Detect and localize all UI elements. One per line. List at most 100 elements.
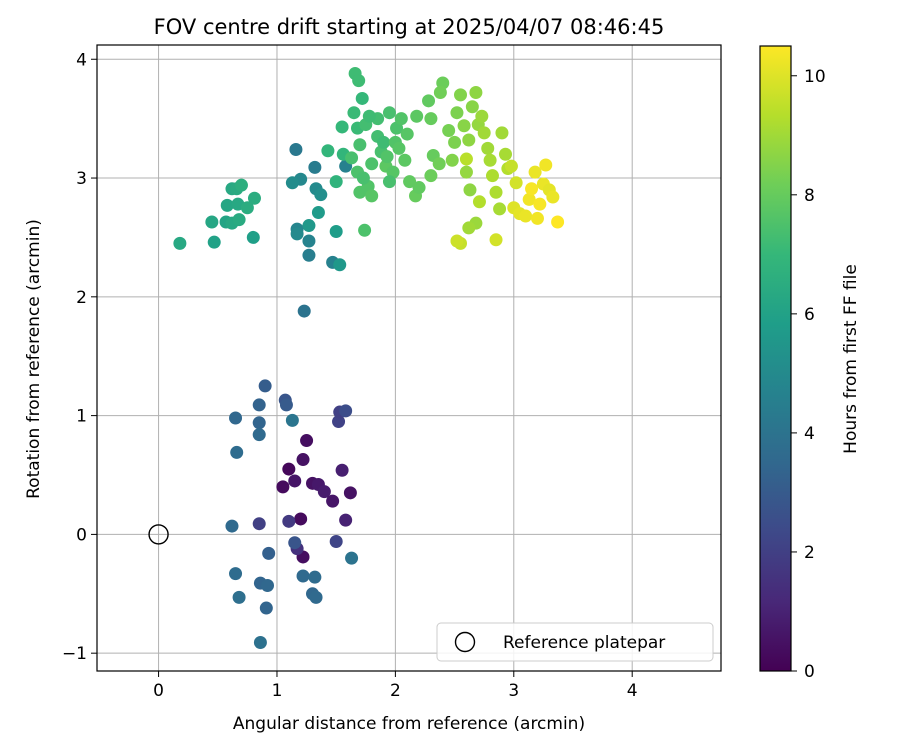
data-point [356,171,370,185]
data-point [290,227,304,241]
x-tick-label: 2 [390,681,401,701]
data-point [230,445,244,459]
data-point [308,160,322,174]
colorbar-tick-label: 8 [804,186,815,206]
data-point [462,133,476,147]
data-point [358,223,372,237]
data-point [329,224,343,238]
data-point [339,404,353,418]
y-tick-label: 4 [76,50,87,70]
data-point [410,109,424,123]
data-point [412,181,426,195]
data-point [314,188,328,202]
colorbar-tick-label: 4 [804,424,815,444]
x-tick-label: 3 [508,681,519,701]
x-tick-label: 0 [153,681,164,701]
data-point [519,209,533,223]
data-point [533,197,547,211]
data-points [173,67,565,649]
data-point [302,234,316,248]
data-point [261,578,275,592]
data-point [454,88,468,102]
data-point [377,135,391,149]
data-point [504,159,518,173]
data-point [282,514,296,528]
data-point [457,119,471,133]
data-point [309,590,323,604]
data-point [332,415,346,429]
data-point [365,157,379,171]
data-point [300,434,314,448]
data-point [422,94,436,108]
colorbar-ticks: 0 2 4 6 8 10 [791,67,826,682]
data-point [445,153,459,167]
data-point [247,191,261,205]
y-axis-label: Rotation from reference (arcmin) [24,219,44,499]
data-point [394,112,408,126]
colorbar-tick-label: 6 [804,305,815,325]
data-point [317,485,331,499]
data-point [252,398,266,412]
data-point [382,175,396,189]
data-point [365,189,379,203]
data-point [403,175,417,189]
data-point [493,202,507,216]
data-point [525,182,539,196]
legend-marker-icon [454,631,476,653]
data-point [205,215,219,229]
colorbar-tick-label: 2 [804,543,815,563]
data-point [477,126,491,140]
data-point [321,144,335,158]
data-point [489,233,503,247]
data-point [345,151,359,165]
data-point [335,463,349,477]
data-point [469,86,483,100]
data-point [282,462,296,476]
data-point [311,205,325,219]
data-point [424,112,438,126]
data-point [530,211,544,225]
data-point [308,570,322,584]
data-point [347,106,361,120]
data-point [353,138,367,152]
data-point [246,230,260,244]
legend: Reference platepar [436,622,714,662]
data-point [329,175,343,189]
data-point [459,165,473,179]
data-point [279,398,293,412]
data-point [225,519,239,533]
x-tick-label: 1 [272,681,283,701]
data-point [352,74,366,88]
data-point [285,413,299,427]
data-point [463,183,477,197]
data-point [528,165,542,179]
x-axis-ticks: 0 1 2 3 4 [153,671,638,701]
legend-label: Reference platepar [503,633,665,653]
y-tick-label: 0 [76,525,87,545]
data-point [551,215,565,229]
colorbar-gradient [759,45,792,672]
colorbar-label: Hours from first FF file [841,264,861,454]
data-point [302,219,316,233]
data-point [173,236,187,250]
data-point [465,100,479,114]
data-point [475,109,489,123]
data-point [240,201,254,215]
plot-frame [96,44,722,672]
colorbar-tick-label: 0 [804,662,815,682]
data-point [546,190,560,204]
data-point [276,480,290,494]
data-point [285,176,299,190]
x-tick-label: 4 [627,681,638,701]
data-point [252,428,266,442]
colorbar: 0 2 4 6 8 10 Hours from first FF file [759,45,861,682]
data-point [345,551,359,565]
data-point [509,176,523,190]
data-point [259,601,273,615]
data-point [450,106,464,120]
data-point [234,178,248,192]
data-point [499,147,513,161]
data-point [252,416,266,430]
data-point [294,512,308,526]
